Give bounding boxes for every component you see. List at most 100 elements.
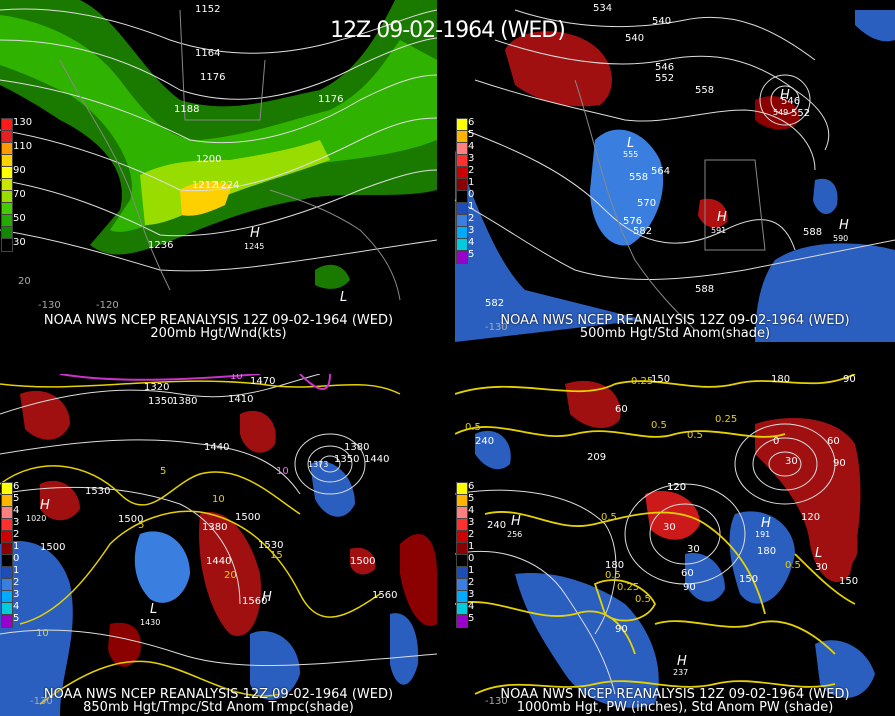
temperature-label: 10 [212,494,225,505]
panel-200mb: 130 110 90 70 50 30 1152 1164 1176 1176 1188 … [0,0,437,342]
anomaly-neg-ne [855,10,895,42]
low-pressure-marker: L [340,290,348,305]
anomaly-neg-w [475,430,511,470]
anomaly-neg-ne [310,461,355,517]
contour-label: 558 [629,172,649,183]
contour-label: 1212 [192,180,218,191]
anomaly-pos-n [565,380,621,429]
map-500mb-anomaly [455,9,895,342]
legend-label: 1 [468,565,475,576]
high-pressure-marker: H [839,218,849,233]
map-850mb-temperature [0,374,437,716]
legend-label: 110 [13,141,33,152]
height-contours [455,9,895,280]
legend-label: 2 [468,165,475,176]
anomaly-pos-e [350,547,376,575]
pw-label: 0.5 [785,560,801,571]
contour-label: 570 [637,198,657,209]
contour-label: 60 [827,436,840,447]
anomaly-neg-s [515,573,659,708]
contour-label: 1380 [202,522,228,533]
contour-label: 1224 [214,180,240,191]
legend-wind-speed: 130 110 90 70 50 30 [1,117,35,252]
legend-label: 3 [468,225,475,236]
contour-label: 90 [683,582,696,593]
contour-label: 180 [605,560,625,571]
contour-label: 558 [695,85,715,96]
anomaly-neg-sw [455,150,645,342]
legend-label: 0 [468,189,475,200]
legend-label: 90 [13,165,26,176]
anomaly-pos-se [400,534,437,626]
contour-label: 120 [667,482,687,493]
contour-label: 0 [773,436,780,447]
anomaly-neg-se [390,613,419,685]
legend-label: 1 [13,565,20,576]
contour-label: 555 [623,150,639,159]
legend-label: 3 [468,153,475,164]
legend-entry: 1 [456,177,490,192]
legend-label: 4 [468,141,475,152]
contour-label: 591 [711,226,727,235]
height-contours [0,8,437,272]
latitude-label: 20 [18,276,31,287]
legend-label: 0 [468,553,475,564]
anomaly-neg-se [815,640,875,698]
contour-label: 150 [839,576,859,587]
anomaly-pos-center [199,512,261,636]
pw-label: 0.25 [617,582,640,593]
contour-label: 150 [739,574,759,585]
pw-label: 0.25 [631,376,654,387]
pw-label: 0.5 [605,570,621,581]
contour-label: 552 [791,108,811,119]
contour-label: 1188 [174,104,200,115]
legend-label: 5 [13,493,20,504]
contour-label: 546 [781,96,801,107]
high-pressure-marker: H [250,226,260,241]
contour-label: 90 [833,458,846,469]
legend-label: 130 [13,117,33,128]
contour-label: 1020 [26,514,47,523]
legend-label: 4 [468,237,475,248]
longitude-label: -120 [96,300,119,311]
contour-label: 1320 [144,382,170,393]
contour-label: 1380 [172,396,198,407]
anomaly-neg-e [813,178,838,215]
legend-entry: 6 [456,481,490,496]
anomaly-pos-w [40,480,80,521]
wind-spot [315,264,350,289]
legend-label: 1 [468,201,475,212]
legend-entry: 5 [456,613,490,628]
anomaly-pos-nw [20,390,70,440]
pw-label: 0.5 [465,422,481,433]
legend-label: 4 [468,601,475,612]
contour-label: 30 [785,456,798,467]
cold-temperature-contour [299,374,331,390]
legend-entry: 4 [456,601,490,616]
temperature-contours [0,380,401,705]
contour-label: 1440 [364,454,390,465]
contour-label: 1500 [118,514,144,525]
high-pressure-marker: H [262,590,272,605]
legend-label: 1 [13,541,20,552]
contour-label: 30 [663,522,676,533]
legend-entry: 90 [1,165,35,180]
legend-label: 1 [468,177,475,188]
contour-label: 588 [695,284,715,295]
coastlines [574,79,766,331]
contour-label: 120 [667,482,687,493]
legend-label: 50 [13,213,26,224]
contour-label: 1164 [195,48,221,59]
height-contours [455,423,836,695]
contour-label: 60 [615,404,628,415]
anomaly-neg-center [134,531,190,603]
temperature-label: 20 [224,570,237,581]
anomaly-neg-mid [590,129,664,246]
contour-label: 1373 [308,460,329,469]
contour-label: 191 [755,530,771,539]
contour-label: 1500 [40,542,66,553]
anomaly-neg-e [729,511,795,604]
